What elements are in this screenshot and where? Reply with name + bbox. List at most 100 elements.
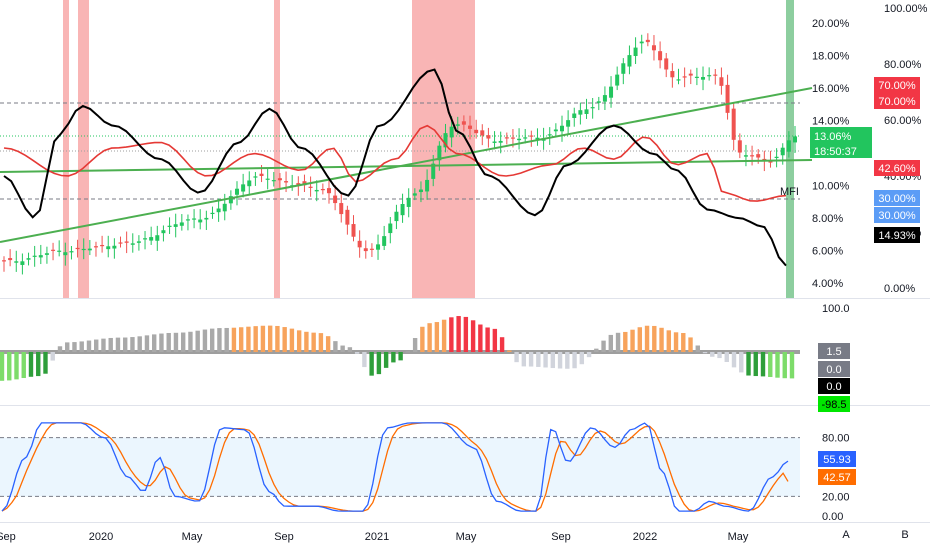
candle[interactable] [566,110,571,134]
candle[interactable] [136,235,141,251]
histogram-bar[interactable] [412,338,418,352]
candle[interactable] [633,37,638,65]
histogram-bar[interactable] [65,342,70,352]
histogram-bar[interactable] [376,352,382,375]
candle[interactable] [63,242,68,266]
candle[interactable] [461,115,466,132]
candle[interactable] [596,96,601,111]
histogram-bar[interactable] [209,328,215,352]
candle[interactable] [320,183,325,195]
histogram-bar[interactable] [362,352,367,368]
histogram-bar[interactable] [652,325,657,352]
histogram-bar[interactable] [115,337,121,352]
histogram-bar[interactable] [289,328,295,352]
candle[interactable] [676,68,681,85]
histogram-bar[interactable] [405,351,411,353]
histogram-bar[interactable] [594,348,599,352]
candle[interactable] [559,115,564,142]
candle[interactable] [394,204,399,230]
candle[interactable] [376,234,381,260]
candle[interactable] [547,127,552,145]
candle[interactable] [247,171,252,196]
histogram-bar[interactable] [108,337,113,352]
candle[interactable] [57,240,62,257]
candle[interactable] [584,98,589,119]
candle[interactable] [486,127,491,148]
candle[interactable] [93,241,98,257]
histogram-bar[interactable] [499,337,505,352]
candle[interactable] [106,235,111,258]
histogram-bar[interactable] [231,327,237,352]
histogram-bar[interactable] [449,317,454,352]
candle[interactable] [369,243,374,257]
candle[interactable] [51,242,56,261]
histogram-bar[interactable] [246,326,251,352]
candle[interactable] [314,180,319,202]
candle[interactable] [382,225,387,251]
histogram-bar[interactable] [768,352,773,378]
histogram-bar[interactable] [14,352,19,380]
histogram-bar[interactable] [398,352,403,361]
candle[interactable] [265,168,270,190]
histogram-bar[interactable] [86,340,92,352]
histogram-bar[interactable] [94,339,99,352]
histogram-bar[interactable] [565,352,570,369]
histogram-bar[interactable] [383,352,389,368]
histogram-bar[interactable] [586,352,592,358]
histogram-bar[interactable] [173,332,179,352]
candle[interactable] [290,174,295,191]
histogram-bar[interactable] [202,329,208,352]
histogram-bar[interactable] [441,319,447,352]
histogram-bar[interactable] [521,352,527,367]
histogram-bar[interactable] [224,327,229,352]
histogram-bar[interactable] [253,326,258,352]
histogram-bar[interactable] [673,332,679,352]
candle[interactable] [535,128,540,146]
candle[interactable] [87,239,92,256]
candle[interactable] [572,107,577,127]
histogram-bar[interactable] [159,333,164,352]
candle[interactable] [351,215,356,242]
histogram-bar[interactable] [753,352,758,377]
histogram-bar[interactable] [21,352,26,379]
histogram-bar[interactable] [630,329,635,352]
histogram-bar[interactable] [347,347,353,352]
histogram-bar[interactable] [275,325,280,352]
histogram-bar[interactable] [746,352,751,376]
candle[interactable] [167,217,172,234]
histogram-bar[interactable] [543,352,548,368]
candle[interactable] [118,236,123,248]
candle[interactable] [161,225,166,242]
histogram-bar[interactable] [72,342,77,352]
histogram-bar[interactable] [260,325,266,352]
candle[interactable] [504,132,509,145]
candle[interactable] [235,181,240,206]
histogram-bar[interactable] [427,323,432,352]
histogram-bar[interactable] [717,352,722,359]
candle[interactable] [241,173,246,198]
histogram-bar[interactable] [644,325,650,352]
histogram-bar[interactable] [702,352,708,354]
histogram-bar[interactable] [485,327,490,352]
candle[interactable] [474,119,479,139]
histogram-bar[interactable] [57,346,63,352]
candle[interactable] [412,188,417,201]
histogram-pane[interactable] [0,316,800,381]
histogram-bar[interactable] [601,340,606,352]
candle[interactable] [701,66,706,91]
candle[interactable] [768,150,773,168]
histogram-bar[interactable] [79,341,84,352]
histogram-bar[interactable] [238,327,244,352]
histogram-bar[interactable] [195,330,200,352]
candle[interactable] [523,129,528,144]
candle[interactable] [75,239,80,258]
histogram-bar[interactable] [391,352,396,363]
histogram-bar[interactable] [144,335,150,352]
histogram-bar[interactable] [789,352,795,379]
candle[interactable] [774,148,779,168]
histogram-bar[interactable] [739,352,744,373]
histogram-bar[interactable] [282,327,287,352]
candle[interactable] [339,194,344,223]
candle[interactable] [793,125,797,153]
histogram-bar[interactable] [304,331,309,352]
